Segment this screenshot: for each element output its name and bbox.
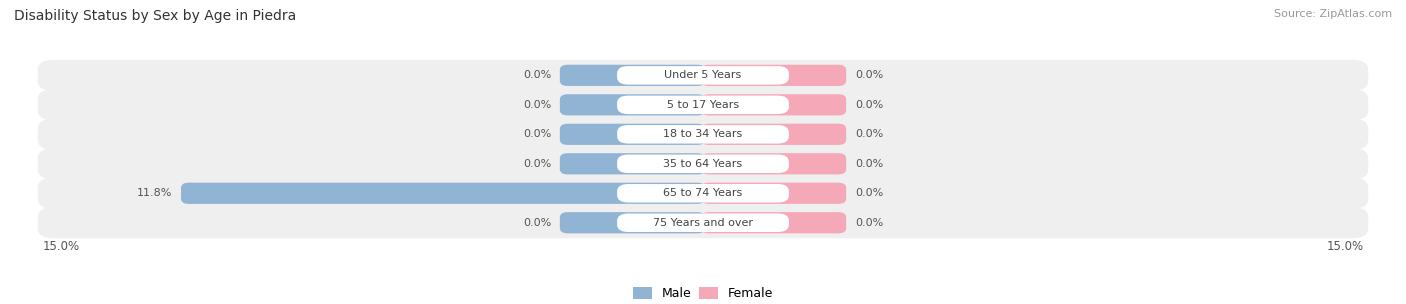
FancyBboxPatch shape [181,183,706,204]
Text: 0.0%: 0.0% [523,129,551,139]
Text: 35 to 64 Years: 35 to 64 Years [664,159,742,169]
FancyBboxPatch shape [617,154,789,173]
Text: 0.0%: 0.0% [855,100,883,110]
FancyBboxPatch shape [38,119,1368,150]
Text: 0.0%: 0.0% [855,70,883,80]
FancyBboxPatch shape [617,125,789,143]
FancyBboxPatch shape [617,95,789,114]
Text: 18 to 34 Years: 18 to 34 Years [664,129,742,139]
Text: 0.0%: 0.0% [855,129,883,139]
FancyBboxPatch shape [38,207,1368,238]
FancyBboxPatch shape [38,89,1368,120]
Text: 0.0%: 0.0% [855,188,883,198]
FancyBboxPatch shape [560,212,706,233]
Text: 0.0%: 0.0% [523,70,551,80]
Legend: Male, Female: Male, Female [628,282,778,304]
FancyBboxPatch shape [38,148,1368,179]
FancyBboxPatch shape [560,94,706,116]
Text: 0.0%: 0.0% [523,100,551,110]
FancyBboxPatch shape [617,213,789,232]
Text: 15.0%: 15.0% [42,240,79,254]
FancyBboxPatch shape [700,65,846,86]
FancyBboxPatch shape [700,94,846,116]
FancyBboxPatch shape [617,66,789,85]
Text: 0.0%: 0.0% [855,159,883,169]
Text: Disability Status by Sex by Age in Piedra: Disability Status by Sex by Age in Piedr… [14,9,297,23]
Text: 15.0%: 15.0% [1327,240,1364,254]
Text: 11.8%: 11.8% [136,188,172,198]
Text: 65 to 74 Years: 65 to 74 Years [664,188,742,198]
FancyBboxPatch shape [560,153,706,174]
Text: 0.0%: 0.0% [855,218,883,228]
Text: Under 5 Years: Under 5 Years [665,70,741,80]
Text: 0.0%: 0.0% [523,159,551,169]
FancyBboxPatch shape [700,124,846,145]
Text: 0.0%: 0.0% [523,218,551,228]
FancyBboxPatch shape [700,212,846,233]
FancyBboxPatch shape [700,153,846,174]
FancyBboxPatch shape [617,184,789,202]
FancyBboxPatch shape [560,65,706,86]
FancyBboxPatch shape [38,60,1368,91]
Text: 75 Years and over: 75 Years and over [652,218,754,228]
Text: 5 to 17 Years: 5 to 17 Years [666,100,740,110]
FancyBboxPatch shape [700,183,846,204]
FancyBboxPatch shape [560,124,706,145]
Text: Source: ZipAtlas.com: Source: ZipAtlas.com [1274,9,1392,19]
FancyBboxPatch shape [38,178,1368,209]
